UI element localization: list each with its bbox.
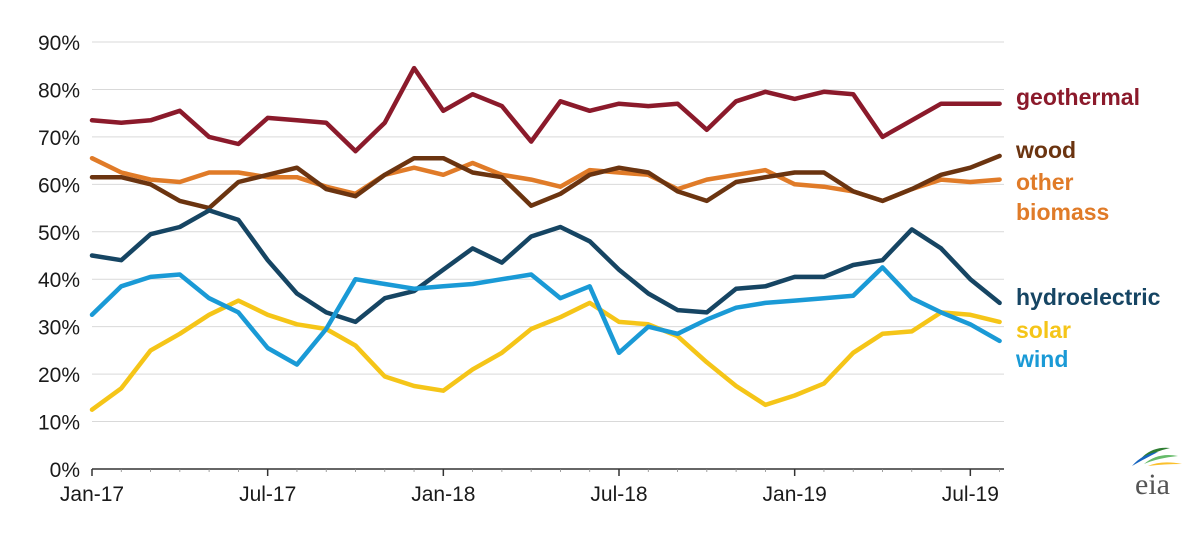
series-line-geothermal: [89, 65, 1002, 154]
series-lines: [89, 65, 1002, 412]
y-tick-label: 80%: [38, 79, 80, 102]
y-axis-tick-labels: 0% 10% 20% 30% 40% 50% 60% 70% 80% 90%: [38, 32, 80, 482]
x-tick-label: Jul-18: [590, 483, 647, 506]
series-label-wind: wind: [1015, 346, 1068, 372]
y-tick-label: 30%: [38, 317, 80, 340]
x-tick-label: Jul-17: [239, 483, 296, 506]
series-labels: geothermal wood other biomass hydroelectric s…: [1015, 84, 1161, 372]
y-tick-label: 50%: [38, 222, 80, 245]
eia-logo: eia: [1132, 447, 1182, 501]
logo-text: eia: [1135, 468, 1170, 501]
y-tick-label: 10%: [38, 412, 80, 435]
series-label-geothermal: geothermal: [1016, 84, 1140, 110]
series-line-wind: [89, 265, 1002, 367]
axes: [91, 468, 1004, 476]
series-line-wood: [89, 153, 1002, 211]
y-tick-label: 90%: [38, 32, 80, 55]
x-tick-label: Jan-18: [411, 483, 475, 506]
series-label-hydroelectric: hydroelectric: [1016, 284, 1161, 310]
logo-leaf-icon: [1138, 447, 1170, 462]
y-tick-label: 40%: [38, 269, 80, 292]
series-label-other-biomass: biomass: [1016, 199, 1109, 225]
x-axis-tick-labels: Jan-17 Jul-17 Jan-18 Jul-18 Jan-19 Jul-19: [60, 483, 999, 506]
y-tick-label: 20%: [38, 364, 80, 387]
y-tick-label: 70%: [38, 127, 80, 150]
x-tick-label: Jan-17: [60, 483, 124, 506]
logo-leaf-icon: [1144, 455, 1178, 464]
x-tick-label: Jan-19: [763, 483, 827, 506]
series-label-other-biomass: other: [1016, 169, 1074, 195]
series-label-wood: wood: [1015, 137, 1076, 163]
logo-leaf-icon: [1148, 462, 1182, 466]
y-tick-label: 0%: [50, 459, 80, 482]
y-tick-label: 60%: [38, 174, 80, 197]
series-line-solar: [89, 298, 1002, 412]
series-label-solar: solar: [1016, 317, 1071, 343]
x-tick-label: Jul-19: [942, 483, 999, 506]
series-line-hydroelectric: [89, 208, 1002, 325]
